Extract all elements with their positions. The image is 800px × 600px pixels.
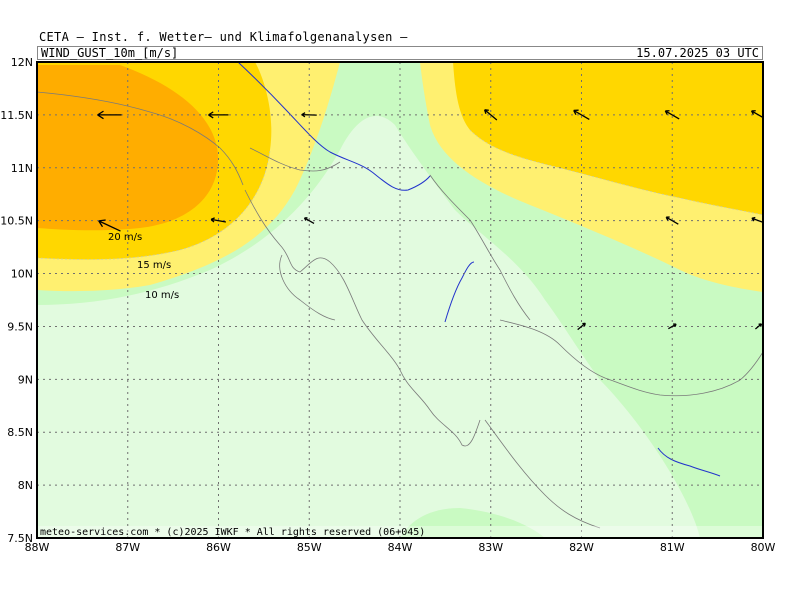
- x-tick-label: 88W: [25, 541, 50, 554]
- wind-arrow: [750, 110, 763, 119]
- caribbean-coast: [429, 174, 531, 321]
- contour-label-15: 15 m/s: [137, 260, 171, 271]
- panama-interior-border: [484, 419, 601, 529]
- x-tick-label: 87W: [115, 541, 140, 554]
- contour-label-10: 10 m/s: [145, 290, 179, 301]
- band-10-15-south: [400, 508, 545, 538]
- costa-rica-river: [444, 261, 475, 323]
- x-tick-label: 81W: [660, 541, 685, 554]
- y-tick-label: 12N: [11, 56, 33, 69]
- wind-arrow: [664, 110, 680, 120]
- wind-arrow: [208, 111, 229, 119]
- nicoya-peninsula: [279, 254, 336, 321]
- wind-arrow: [98, 219, 121, 232]
- panama-river: [657, 447, 721, 477]
- x-tick-label: 85W: [297, 541, 322, 554]
- nicaragua-pacific-coast: [37, 91, 244, 186]
- y-tick-label: 10.5N: [0, 215, 33, 228]
- y-tick-label: 10N: [11, 268, 33, 281]
- x-tick-label: 83W: [478, 541, 503, 554]
- parameter-label: WIND_GUST_10m_[m/s]: [41, 46, 179, 60]
- wind-arrow: [665, 216, 679, 225]
- info-bar: WIND_GUST_10m_[m/s] 15.07.2025 03 UTC: [37, 46, 763, 60]
- contour-lines: [37, 129, 763, 260]
- wind-gust-fields: 20 m/s 15 m/s 10 m/s meteo-services.com …: [37, 62, 763, 538]
- contour-label-20: 20 m/s: [108, 232, 142, 243]
- wind-arrow: [754, 323, 763, 330]
- band-20-25-east: [453, 62, 763, 215]
- x-tick-label: 80W: [751, 541, 776, 554]
- wind-arrow: [573, 109, 590, 120]
- credit-text: meteo-services.com * (c)2025 IWKF * All …: [40, 527, 425, 538]
- lat-lon-grid: [37, 62, 763, 538]
- y-tick-label: 11N: [11, 162, 33, 175]
- wind-arrow: [668, 323, 677, 330]
- y-tick-label: 11.5N: [0, 109, 33, 122]
- wind-arrow: [210, 217, 226, 223]
- wind-arrow: [303, 217, 315, 224]
- y-tick-label: 7.5N: [7, 532, 33, 545]
- valid-time-label: 15.07.2025 03 UTC: [636, 46, 759, 60]
- y-tick-label: 9N: [18, 373, 33, 386]
- y-tick-label: 9.5N: [7, 320, 33, 333]
- nicaragua-border: [249, 147, 341, 172]
- x-tick-label: 84W: [388, 541, 413, 554]
- y-tick-label: 8N: [18, 479, 33, 492]
- wind-arrow: [301, 112, 317, 118]
- san-juan-river: [237, 62, 431, 191]
- y-tick-label: 8.5N: [7, 426, 33, 439]
- wind-arrow: [577, 322, 586, 331]
- map-frame: [36, 61, 764, 539]
- y-axis-ticks: 12N 11.5N 11N 10.5N 10N 9.5N 9N 8.5N 8N 7.5N: [0, 56, 33, 545]
- wind-arrow: [484, 109, 498, 121]
- x-tick-label: 86W: [206, 541, 231, 554]
- x-axis-ticks: 88W 87W 86W 85W 84W 83W 82W 81W 80W: [25, 541, 776, 554]
- wind-arrow: [97, 110, 122, 120]
- rivers: [237, 62, 721, 477]
- x-tick-label: 82W: [569, 541, 594, 554]
- chart-title: CETA — Inst. f. Wetter— und Klimafolgena…: [39, 30, 408, 44]
- wind-arrows: [97, 109, 763, 331]
- credit-bar: [37, 526, 763, 538]
